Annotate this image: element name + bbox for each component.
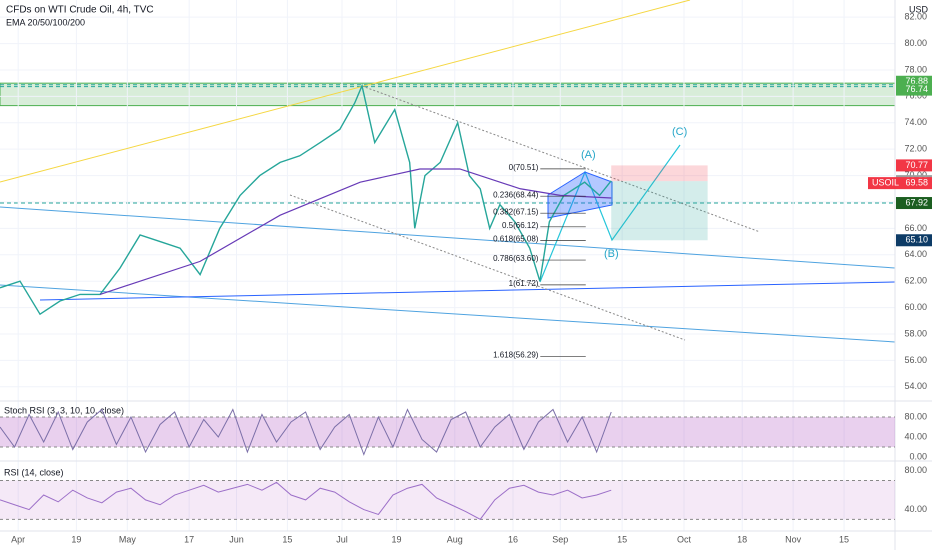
- wave-label: (A): [581, 149, 596, 161]
- x-tick-label: Apr: [11, 534, 25, 544]
- wave-label: (B): [604, 248, 619, 260]
- x-tick-label: 15: [617, 534, 627, 544]
- y-tick-label: 66.00: [904, 223, 927, 233]
- symbol-tag: [868, 177, 932, 190]
- y-tick-label: 0.00: [909, 451, 927, 461]
- x-tick-label: 17: [184, 534, 194, 544]
- rsi-line: [0, 481, 612, 520]
- target-zone: [611, 181, 708, 241]
- price-tag-label: 65.10: [905, 235, 928, 245]
- y-tick-label: 54.00: [904, 381, 927, 391]
- indicator-band: [0, 480, 895, 520]
- stop-zone: [611, 165, 708, 182]
- y-tick-label: 56.00: [904, 355, 927, 365]
- wave-label: (C): [672, 126, 687, 138]
- channel-line: [361, 85, 761, 233]
- y-tick-label: 78.00: [904, 64, 927, 74]
- x-tick-label: Nov: [785, 534, 802, 544]
- y-tick-label: 60.00: [904, 302, 927, 312]
- panel-title: Stoch RSI (3, 3, 10, 10, close): [4, 405, 124, 415]
- y-tick-label: 58.00: [904, 328, 927, 338]
- x-tick-label: Jul: [336, 534, 348, 544]
- indicator-legend: EMA 20/50/100/200: [6, 17, 85, 27]
- x-tick-label: Oct: [677, 534, 692, 544]
- stoch-line: [0, 408, 612, 456]
- price-line: [0, 83, 612, 316]
- trendline: [0, 0, 691, 183]
- price-tag: [896, 159, 932, 172]
- price-tag-label: 70.77: [905, 160, 928, 170]
- price-tag: [896, 234, 932, 247]
- trendline: [0, 284, 896, 343]
- symbol-name: USOIL: [872, 177, 899, 187]
- price-tag-label: 76.74: [905, 84, 928, 94]
- fib-label: 1(61.72): [509, 279, 539, 288]
- fib-label: 0.382(67.15): [493, 207, 539, 216]
- fib-label: 0(70.51): [509, 163, 539, 172]
- y-tick-label: 76.00: [904, 91, 927, 101]
- x-tick-label: 19: [392, 534, 402, 544]
- y-tick-label: 40.00: [904, 431, 927, 441]
- panel-title: RSI (14, close): [4, 467, 64, 477]
- currency: USD: [909, 4, 929, 14]
- y-tick-label: 62.00: [904, 276, 927, 286]
- x-tick-label: Aug: [447, 534, 463, 544]
- x-tick-label: 18: [737, 534, 747, 544]
- x-tick-label: May: [119, 534, 137, 544]
- y-tick-label: 72.00: [904, 144, 927, 154]
- chart-title: CFDs on WTI Crude Oil, 4h, TVC: [6, 5, 154, 16]
- x-tick-label: 16: [508, 534, 518, 544]
- trendline: [39, 281, 896, 301]
- y-tick-label: 64.00: [904, 249, 927, 259]
- price-tag: [896, 197, 932, 210]
- y-tick-label: 82.00: [904, 12, 927, 22]
- fib-label: 1.618(56.29): [493, 351, 539, 360]
- x-tick-label: 15: [839, 534, 849, 544]
- symbol-price: 69.58: [905, 177, 928, 187]
- price-tag: [896, 83, 932, 96]
- fib-label: 0.786(63.60): [493, 254, 539, 263]
- y-tick-label: 80.00: [904, 411, 927, 421]
- price-tag-label: 76.88: [905, 76, 928, 86]
- fib-label: 0.618(65.08): [493, 235, 539, 244]
- y-tick-label: 74.00: [904, 117, 927, 127]
- fib-label: 0.5(66.12): [502, 221, 539, 230]
- trendline: [0, 206, 896, 269]
- ema-line: [99, 168, 612, 295]
- x-tick-label: Jun: [229, 534, 244, 544]
- y-tick-label: 70.00: [904, 170, 927, 180]
- x-tick-label: 19: [71, 534, 81, 544]
- indicator-band: [0, 417, 895, 447]
- y-tick-label: 80.00: [904, 38, 927, 48]
- x-tick-label: 15: [282, 534, 292, 544]
- triangle: [547, 171, 613, 219]
- x-tick-label: Sep: [552, 534, 568, 544]
- fib-label: 0.236(68.44): [493, 190, 539, 199]
- y-tick-label: 80.00: [904, 465, 927, 475]
- price-tag-label: 67.92: [905, 197, 928, 207]
- y-tick-label: 40.00: [904, 504, 927, 514]
